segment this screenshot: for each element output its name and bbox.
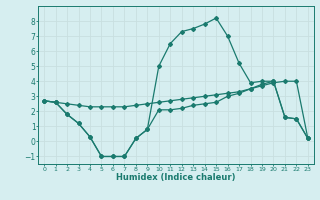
X-axis label: Humidex (Indice chaleur): Humidex (Indice chaleur) (116, 173, 236, 182)
